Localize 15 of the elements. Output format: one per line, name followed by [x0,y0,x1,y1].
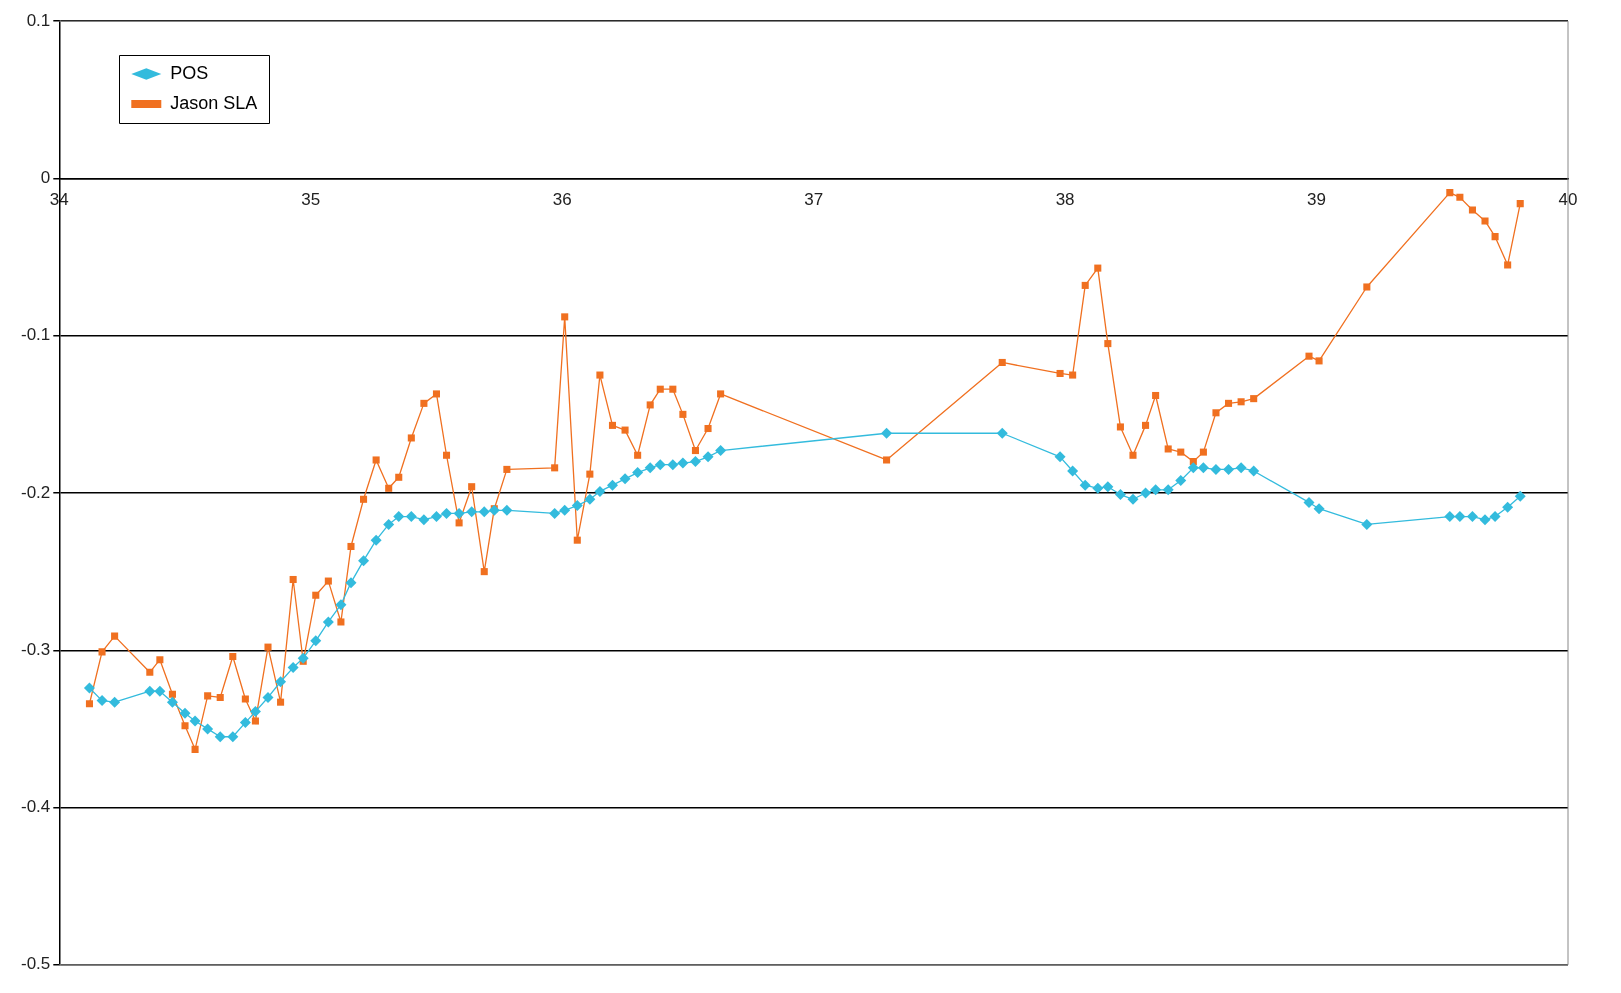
y-tick-label: 0.1 [26,10,51,30]
y-tick-label: 0 [40,168,51,188]
x-tick-label: 40 [1558,190,1578,210]
y-tick-label: -0.1 [21,325,51,345]
y-tick-label: -0.3 [21,639,51,659]
y-tick-label: -0.2 [21,482,51,502]
x-tick-label: 36 [552,190,572,210]
x-tick-label: 35 [301,190,321,210]
y-tick-label: -0.5 [21,954,51,974]
legend-label: Jason SLA [170,92,258,113]
x-tick-label: 37 [804,190,824,210]
legend-label: POS [170,62,209,83]
y-tick-label: -0.4 [21,797,51,817]
x-tick-label: 39 [1307,190,1327,210]
x-tick-label: 38 [1055,190,1075,210]
